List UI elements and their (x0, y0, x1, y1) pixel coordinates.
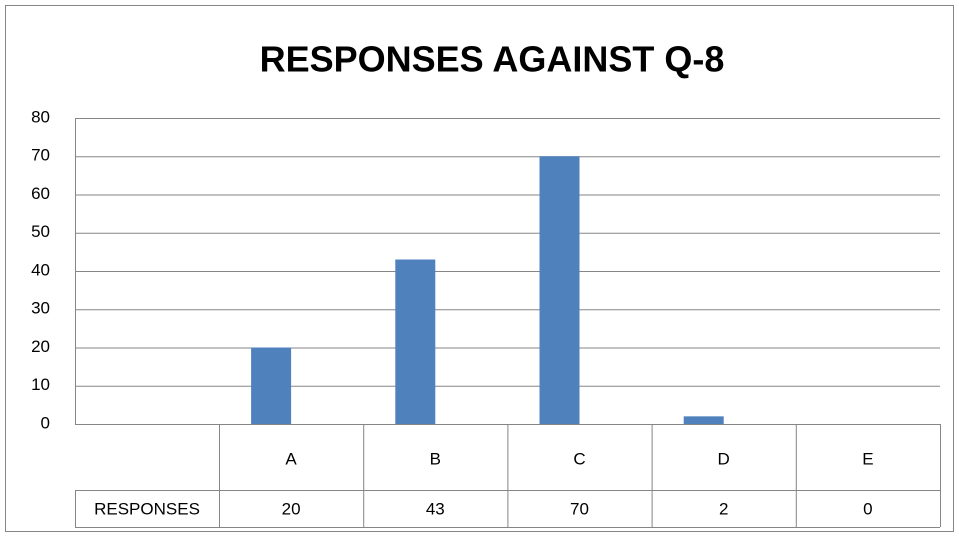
x-tick-label: A (285, 449, 297, 468)
chart-border (5, 5, 954, 532)
table-value: 43 (426, 499, 445, 518)
y-tick-label: 10 (31, 375, 50, 394)
y-tick-label: 60 (31, 184, 50, 203)
bar (683, 416, 724, 424)
y-tick-label: 20 (31, 337, 50, 356)
chart-title: RESPONSES AGAINST Q-8 (260, 39, 725, 80)
x-tick-label: C (573, 449, 585, 468)
table-value: 70 (570, 499, 589, 518)
y-tick-label: 40 (31, 260, 50, 279)
y-tick-label: 80 (31, 107, 50, 126)
y-tick-label: 0 (41, 413, 50, 432)
table-value: 2 (719, 499, 728, 518)
bar (395, 259, 436, 424)
y-tick-label: 50 (31, 222, 50, 241)
x-tick-label: B (430, 449, 441, 468)
bar (539, 156, 580, 424)
x-tick-label: E (862, 449, 873, 468)
table-value: 20 (282, 499, 301, 518)
bar (251, 347, 292, 424)
y-tick-label: 70 (31, 146, 50, 165)
y-tick-label: 30 (31, 299, 50, 318)
table-value: 0 (863, 499, 872, 518)
legend-label: RESPONSES (94, 499, 200, 518)
x-tick-label: D (718, 449, 730, 468)
